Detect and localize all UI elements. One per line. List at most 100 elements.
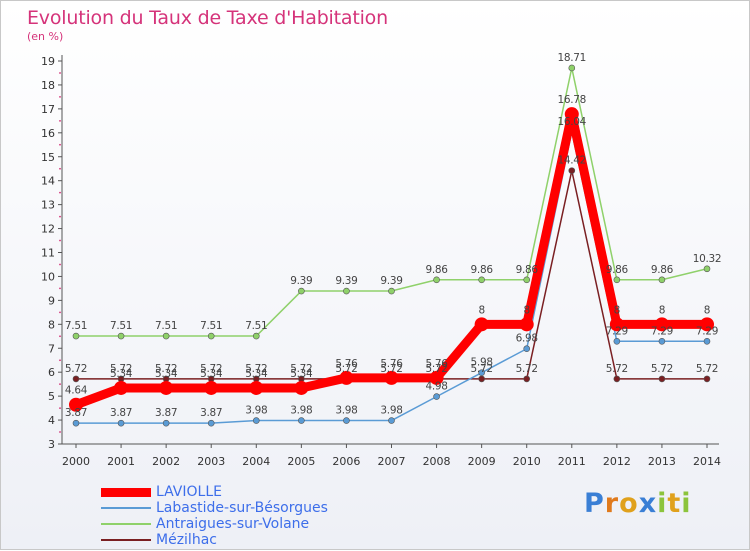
data-point [613, 338, 621, 345]
data-point [298, 417, 305, 424]
data-label: 5.72 [471, 363, 493, 375]
logo-letter: r [604, 488, 620, 519]
data-label: 8 [659, 304, 665, 316]
data-point [568, 167, 576, 174]
data-point [658, 338, 666, 345]
y-minor-tick [59, 287, 61, 290]
data-point [433, 393, 440, 400]
y-minor-tick [59, 383, 61, 386]
x-tick-label: 2000 [62, 455, 90, 468]
data-label: 5.34 [245, 368, 268, 380]
legend-item-laviolle: LAVIOLLE [101, 484, 328, 500]
y-tick-label: 4 [48, 414, 55, 427]
data-label: 7.51 [200, 320, 222, 332]
data-point [162, 419, 170, 427]
data-point [388, 287, 395, 295]
data-label: 7.51 [155, 320, 177, 332]
data-point [613, 375, 621, 383]
data-label: 7.51 [110, 320, 132, 332]
data-label: 5.72 [425, 363, 447, 375]
data-label: 3.87 [110, 407, 132, 419]
y-minor-tick [59, 407, 61, 409]
y-minor-tick [59, 359, 61, 362]
y-tick-label: 15 [41, 151, 55, 164]
y-tick-label: 12 [41, 223, 55, 236]
y-tick-label: 17 [41, 103, 55, 116]
data-label: 18.71 [558, 52, 587, 64]
data-label: 3.87 [155, 407, 177, 419]
y-minor-tick [59, 167, 61, 170]
data-label: 16.78 [558, 94, 587, 106]
data-label: 9.86 [471, 264, 494, 276]
data-point [72, 419, 80, 427]
data-label: 9.86 [606, 264, 629, 276]
data-point [117, 419, 125, 427]
data-point [613, 276, 621, 284]
data-label: 5.34 [155, 368, 178, 380]
data-label: 7.29 [606, 325, 628, 337]
y-minor-tick [59, 239, 61, 242]
y-minor-tick [59, 119, 61, 122]
data-label: 9.39 [335, 275, 357, 287]
data-label: 14.42 [558, 155, 587, 167]
data-label: 5.72 [290, 363, 312, 375]
data-label: 9.39 [380, 275, 402, 287]
data-label: 7.29 [651, 325, 673, 337]
data-point [298, 287, 305, 295]
logo-letter: x [638, 488, 658, 519]
data-label: 5.72 [200, 363, 222, 375]
data-label: 9.39 [290, 275, 312, 287]
legend-label-mezilhac: Mézilhac [156, 532, 217, 548]
x-tick-label: 2007 [378, 455, 406, 468]
proxiti-logo: Proxiti [584, 488, 692, 519]
x-tick-label: 2006 [332, 455, 360, 468]
legend-swatch-laviolle [101, 487, 151, 497]
x-tick-label: 2010 [513, 455, 541, 468]
data-point [519, 317, 534, 332]
data-label: 5.72 [155, 363, 177, 375]
data-label: 3.87 [65, 407, 87, 419]
data-label: 3.98 [335, 405, 357, 417]
data-label: 16.04 [558, 116, 587, 128]
x-tick-label: 2004 [242, 455, 270, 468]
legend-swatch-antraigues [101, 523, 151, 525]
data-label: 9.86 [516, 264, 539, 276]
data-point [609, 317, 624, 332]
x-tick-label: 2014 [693, 455, 721, 468]
x-tick-label: 2013 [648, 455, 676, 468]
data-label: 5.72 [516, 363, 538, 375]
data-label: 3.98 [245, 405, 267, 417]
x-tick-label: 2002 [152, 455, 180, 468]
data-label: 8 [704, 304, 710, 316]
data-point [343, 417, 350, 424]
data-point [384, 370, 399, 385]
data-point [339, 370, 354, 385]
y-minor-tick [59, 215, 61, 218]
data-label: 5.72 [380, 363, 402, 375]
data-point [388, 417, 395, 424]
data-point [249, 380, 264, 395]
data-point [294, 380, 309, 395]
data-label: 5.72 [696, 363, 718, 375]
data-label: 5.98 [471, 357, 493, 369]
y-tick-label: 9 [48, 294, 55, 307]
data-label: 5.34 [290, 368, 313, 380]
data-point [207, 332, 215, 340]
y-minor-tick [59, 431, 61, 433]
data-point [159, 380, 174, 395]
y-tick-label: 19 [41, 55, 55, 68]
y-minor-tick [59, 191, 61, 194]
y-tick-label: 16 [41, 127, 55, 140]
y-tick-label: 5 [48, 390, 55, 403]
data-label: 8 [614, 304, 620, 316]
data-point [204, 380, 219, 395]
data-label: 5.76 [380, 358, 403, 370]
data-point [72, 375, 80, 383]
data-point [564, 107, 579, 122]
y-minor-tick [59, 335, 61, 338]
logo-letter: o [619, 488, 639, 519]
data-point [654, 317, 669, 332]
data-point [478, 276, 485, 284]
data-point [429, 370, 444, 385]
